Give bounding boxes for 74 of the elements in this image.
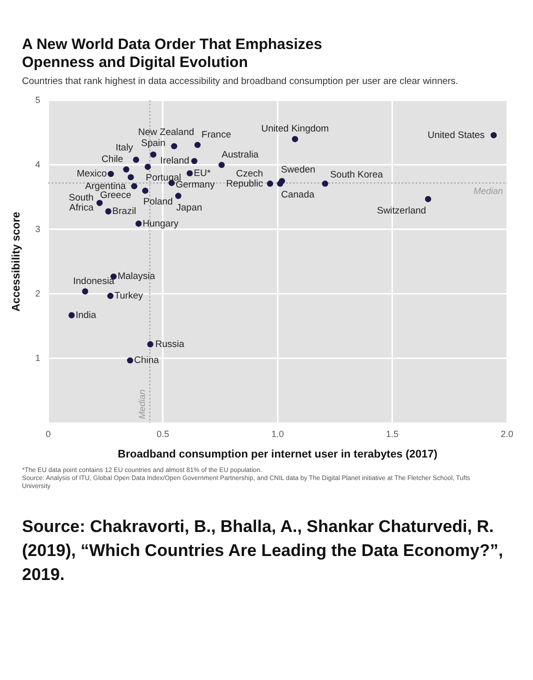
annotation: Chile bbox=[102, 154, 124, 166]
x-axis-title: Broadband consumption per internet user in terabytes (2017) bbox=[118, 448, 438, 460]
point bbox=[68, 312, 75, 318]
point bbox=[82, 288, 88, 294]
y-tick-label: 5 bbox=[35, 94, 40, 105]
point bbox=[186, 170, 193, 176]
x-tick-label: 1.5 bbox=[386, 428, 399, 439]
point bbox=[191, 158, 198, 164]
annotation: Malaysia bbox=[118, 271, 156, 282]
point bbox=[144, 164, 151, 170]
x-tick-label: 1.0 bbox=[271, 428, 284, 439]
point bbox=[266, 180, 274, 187]
annotation: China bbox=[134, 355, 160, 366]
annotation: EU* bbox=[194, 168, 211, 179]
chart-subtitle: Countries that rank highest in data accessibility and broadband consumption per user are clear winners. bbox=[22, 76, 460, 87]
annotation: Canada bbox=[281, 189, 316, 200]
point bbox=[277, 180, 284, 187]
y-axis-title: Accessibility score bbox=[10, 212, 23, 312]
ref-line-label: Median bbox=[136, 389, 147, 419]
annotation: Greece bbox=[100, 190, 132, 201]
annotation: Brazil bbox=[112, 206, 136, 217]
x-tick-label: 0.5 bbox=[156, 428, 170, 439]
annotation: Czech Republic bbox=[226, 168, 264, 190]
point bbox=[127, 357, 134, 364]
x-tick-label: 0 bbox=[46, 428, 51, 439]
annotation: Russia bbox=[155, 338, 186, 350]
annotation: Japan bbox=[176, 202, 202, 214]
annotation: India bbox=[76, 310, 97, 321]
annotation: Spain bbox=[141, 138, 166, 150]
annotation: Argentina bbox=[85, 180, 126, 192]
point bbox=[150, 151, 156, 158]
point bbox=[424, 196, 432, 202]
point bbox=[175, 192, 182, 199]
annotation: Hungary bbox=[142, 218, 179, 230]
source-note: Source: Chakravorti, B., Bhalla, A., Shankar Chaturvedi, R. (2019), “Which Countries Are Leading the Data Economy?”, 2019. bbox=[22, 516, 504, 586]
annotation: New Zealand bbox=[138, 126, 194, 138]
point bbox=[142, 188, 148, 194]
annotation: Italy bbox=[116, 142, 134, 154]
point bbox=[105, 208, 112, 214]
annotation: Poland bbox=[143, 196, 173, 208]
annotation: South Korea bbox=[330, 169, 384, 180]
y-tick-label: 1 bbox=[35, 352, 40, 363]
point bbox=[107, 292, 114, 299]
annotation: Switzerland bbox=[376, 206, 426, 217]
point bbox=[123, 166, 130, 173]
point bbox=[171, 143, 178, 150]
annotation: Indonesia bbox=[73, 276, 116, 288]
point bbox=[131, 183, 138, 190]
point bbox=[135, 220, 142, 227]
annotation: Mexico bbox=[76, 168, 107, 180]
annotation: Australia bbox=[222, 150, 260, 161]
annotation: Ireland bbox=[160, 156, 190, 167]
point bbox=[218, 162, 225, 168]
point bbox=[194, 142, 201, 148]
point bbox=[96, 200, 103, 206]
annotation: United States bbox=[428, 130, 485, 141]
annotation: France bbox=[202, 130, 232, 141]
annotation: Turkey bbox=[114, 290, 144, 302]
annotation: United Kingdom bbox=[261, 124, 329, 135]
ref-line-label: Median bbox=[473, 186, 503, 196]
y-tick-label: 4 bbox=[35, 159, 40, 170]
point bbox=[108, 170, 114, 178]
annotation: South Africa bbox=[68, 192, 94, 214]
point bbox=[292, 136, 298, 142]
annotation: Sweden bbox=[280, 164, 316, 176]
chart-title: A New World Data Order That Emphasizes Openness and Digital Evolution bbox=[22, 36, 324, 72]
y-tick-label: 2 bbox=[35, 288, 40, 298]
point bbox=[147, 341, 154, 348]
point bbox=[128, 174, 134, 180]
point bbox=[490, 132, 497, 138]
y-tick-label: 3 bbox=[35, 224, 40, 234]
point bbox=[132, 156, 140, 163]
point bbox=[322, 180, 328, 187]
x-tick-label: 2.0 bbox=[500, 428, 514, 439]
